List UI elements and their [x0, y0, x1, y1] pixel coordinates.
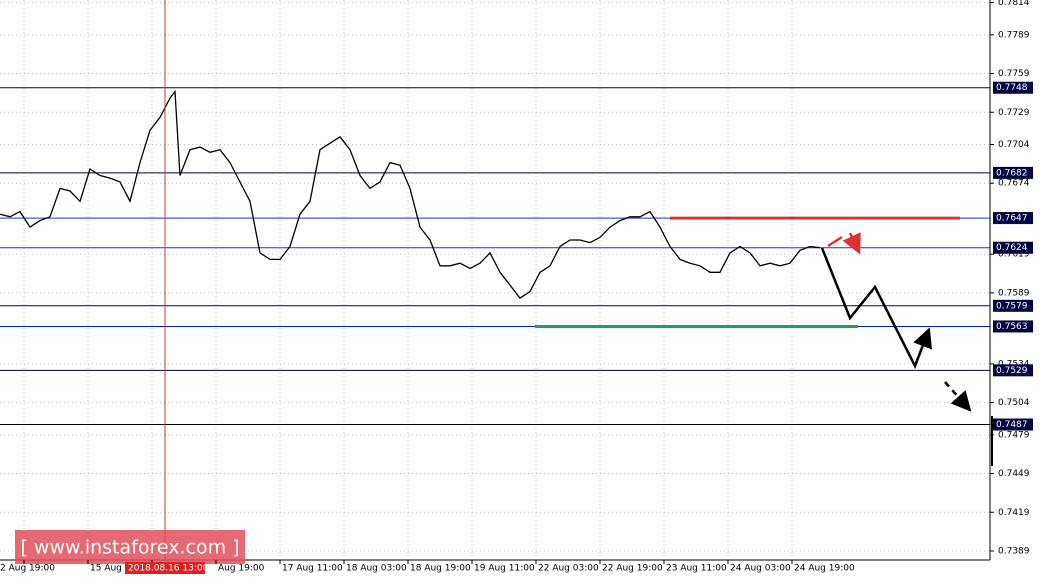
y-tick-label: 0.7619: [998, 250, 1030, 260]
y-tick-label: 0.7504: [998, 398, 1030, 408]
x-tick-label: 15 Aug 11:00: [90, 564, 151, 574]
watermark: [ www.instaforex.com ]: [15, 530, 245, 564]
y-tick-label: 0.7789: [998, 30, 1030, 40]
x-tick-label: 19 Aug 11:00: [474, 564, 535, 574]
level-label-box: [993, 212, 1033, 225]
x-tick-label: 17 Aug 11:00: [282, 564, 343, 574]
alt-arrow: [842, 232, 861, 255]
y-tick-label: 0.7389: [998, 546, 1030, 556]
level-label: 0.7624: [996, 243, 1028, 253]
y-tick-label: 0.7419: [998, 508, 1030, 518]
x-tick-label: 2 Aug 19:00: [0, 564, 55, 574]
y-tick-label: 0.7759: [998, 69, 1030, 79]
grid: [0, 0, 990, 560]
watermark-text: [ www.instaforex.com ]: [20, 537, 239, 559]
forecast-arrow: [820, 247, 932, 370]
x-tick-label: 23 Aug 11:00: [666, 564, 727, 574]
y-tick-label: 0.7814: [998, 0, 1030, 8]
alt-arrow: [827, 235, 843, 248]
level-label-box: [993, 364, 1033, 377]
x-tick-label: 22 Aug 19:00: [602, 564, 663, 574]
x-tick-label: 18 Aug 19:00: [410, 564, 471, 574]
y-tick-label: 0.7449: [998, 469, 1030, 479]
level-label-box: [993, 241, 1033, 254]
cursor-label-box: [125, 562, 205, 574]
level-label: 0.7563: [996, 322, 1028, 332]
level-label-box: [993, 299, 1033, 312]
x-tick-label: 18 Aug 03:00: [346, 564, 407, 574]
level-label-box: [993, 418, 1033, 431]
level-label: 0.7647: [996, 214, 1028, 224]
level-label: 0.7529: [996, 366, 1028, 376]
price-line: [0, 89, 821, 299]
x-tick-label: Aug 19:00: [218, 564, 265, 574]
x-tick-label: 24 Aug 03:00: [730, 564, 791, 574]
level-label-box: [993, 81, 1033, 94]
x-tick-label: 22 Aug 03:00: [538, 564, 599, 574]
y-tick-label: 0.7729: [998, 108, 1030, 118]
y-tick-label: 0.7589: [998, 288, 1030, 298]
x-tick-label: 24 Aug 19:00: [794, 564, 855, 574]
forecast-arrow-dashed: [944, 381, 972, 412]
level-label-box: [993, 166, 1033, 179]
watermark-box: [15, 530, 245, 564]
axes: 0.78140.77890.77590.77290.77040.76740.76…: [0, 0, 1033, 574]
y-tick-label: 0.7704: [998, 140, 1030, 150]
y-tick-label: 0.7479: [998, 430, 1030, 440]
cursor-label: 2018.08.16 13:00: [128, 564, 209, 574]
level-label: 0.7579: [996, 301, 1028, 311]
plot: [0, 87, 990, 426]
level-label: 0.7748: [996, 83, 1028, 93]
level-label-box: [993, 320, 1033, 333]
level-label: 0.7682: [996, 168, 1028, 178]
level-label: 0.7487: [996, 420, 1028, 430]
y-tick-label: 0.7674: [998, 179, 1030, 189]
